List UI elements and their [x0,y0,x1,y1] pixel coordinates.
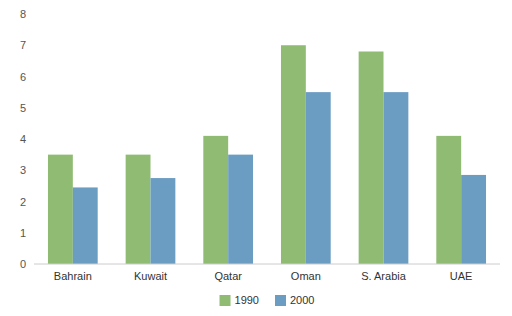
x-tick-label: Kuwait [134,270,167,282]
bar [306,92,331,264]
bar [461,175,486,264]
chart: 0 1 2 3 4 5 6 7 8 Bahrain Kuwait Qatar Oman S. Arabia… [0,0,512,316]
y-tick-label: 6 [20,71,26,83]
bars [48,45,486,264]
legend-swatch [220,295,231,306]
y-tick-label: 8 [20,8,26,20]
bar [151,178,176,264]
legend: 1990 2000 [220,294,315,306]
bar [48,155,73,264]
y-tick-label: 1 [20,227,26,239]
x-tick-label: Bahrain [54,270,92,282]
bar [203,136,228,264]
y-tick-label: 3 [20,164,26,176]
legend-swatch [275,295,286,306]
x-tick-label: Oman [291,270,321,282]
y-tick-label: 7 [20,39,26,51]
x-tick-label: S. Arabia [361,270,407,282]
y-tick-label: 4 [20,133,26,145]
bar [436,136,461,264]
bar [281,45,306,264]
bar [73,187,98,264]
y-tick-label: 0 [20,258,26,270]
legend-label: 1990 [235,294,259,306]
bar [228,155,253,264]
legend-label: 2000 [290,294,314,306]
bar [359,52,384,265]
y-tick-label: 5 [20,102,26,114]
bar [126,155,151,264]
x-tick-label: UAE [450,270,473,282]
bar [384,92,409,264]
x-tick-label: Qatar [214,270,242,282]
y-tick-label: 2 [20,196,26,208]
x-axis-line [34,264,500,265]
